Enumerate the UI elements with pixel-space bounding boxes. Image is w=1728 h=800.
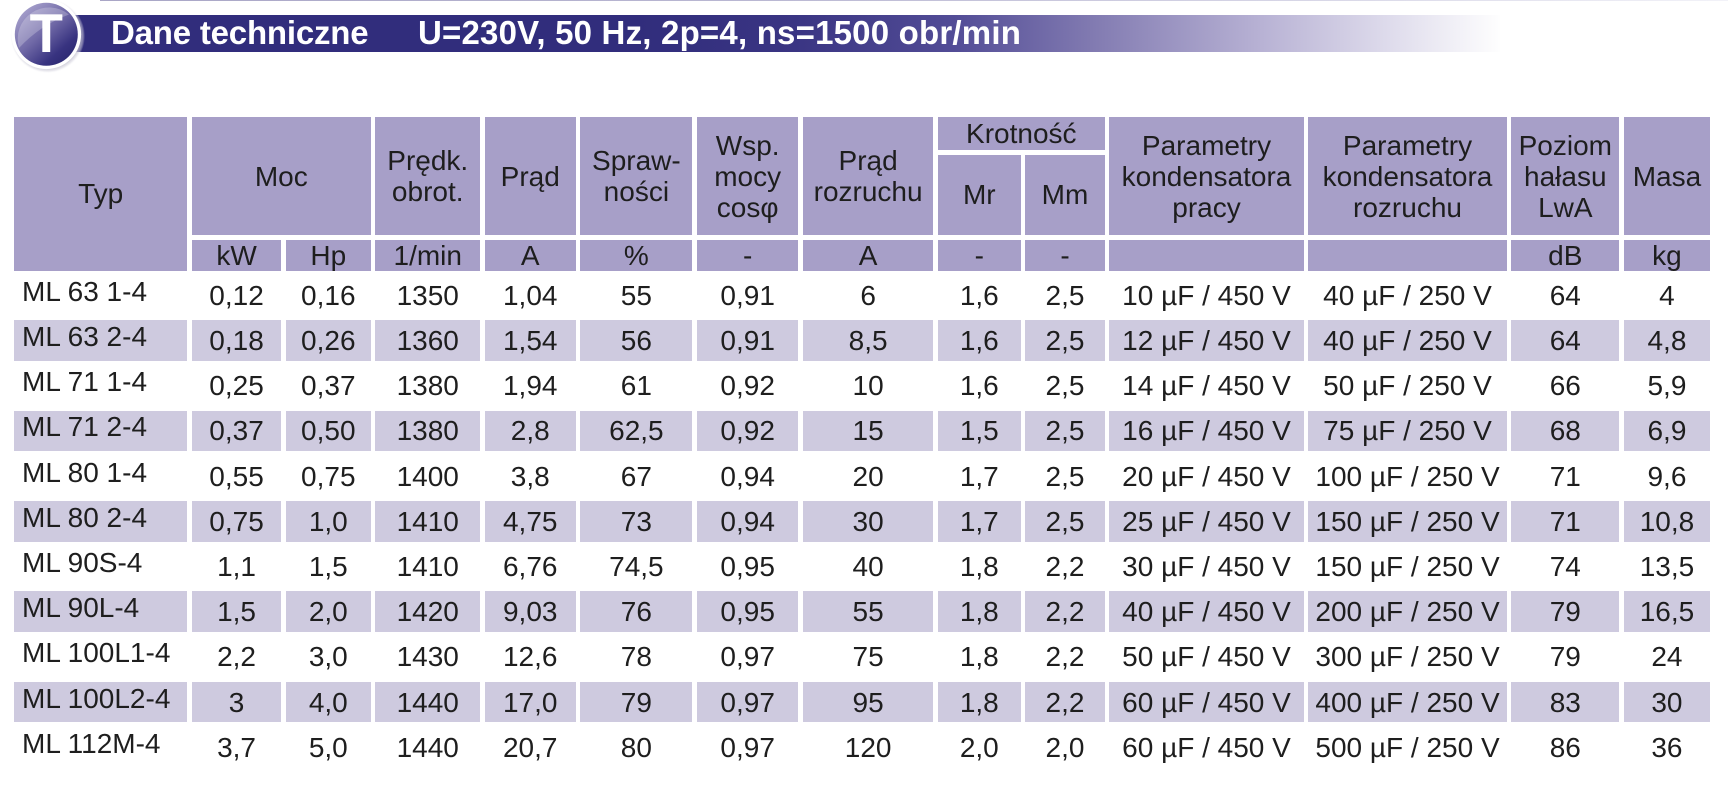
svg-text:T: T [30, 3, 63, 64]
